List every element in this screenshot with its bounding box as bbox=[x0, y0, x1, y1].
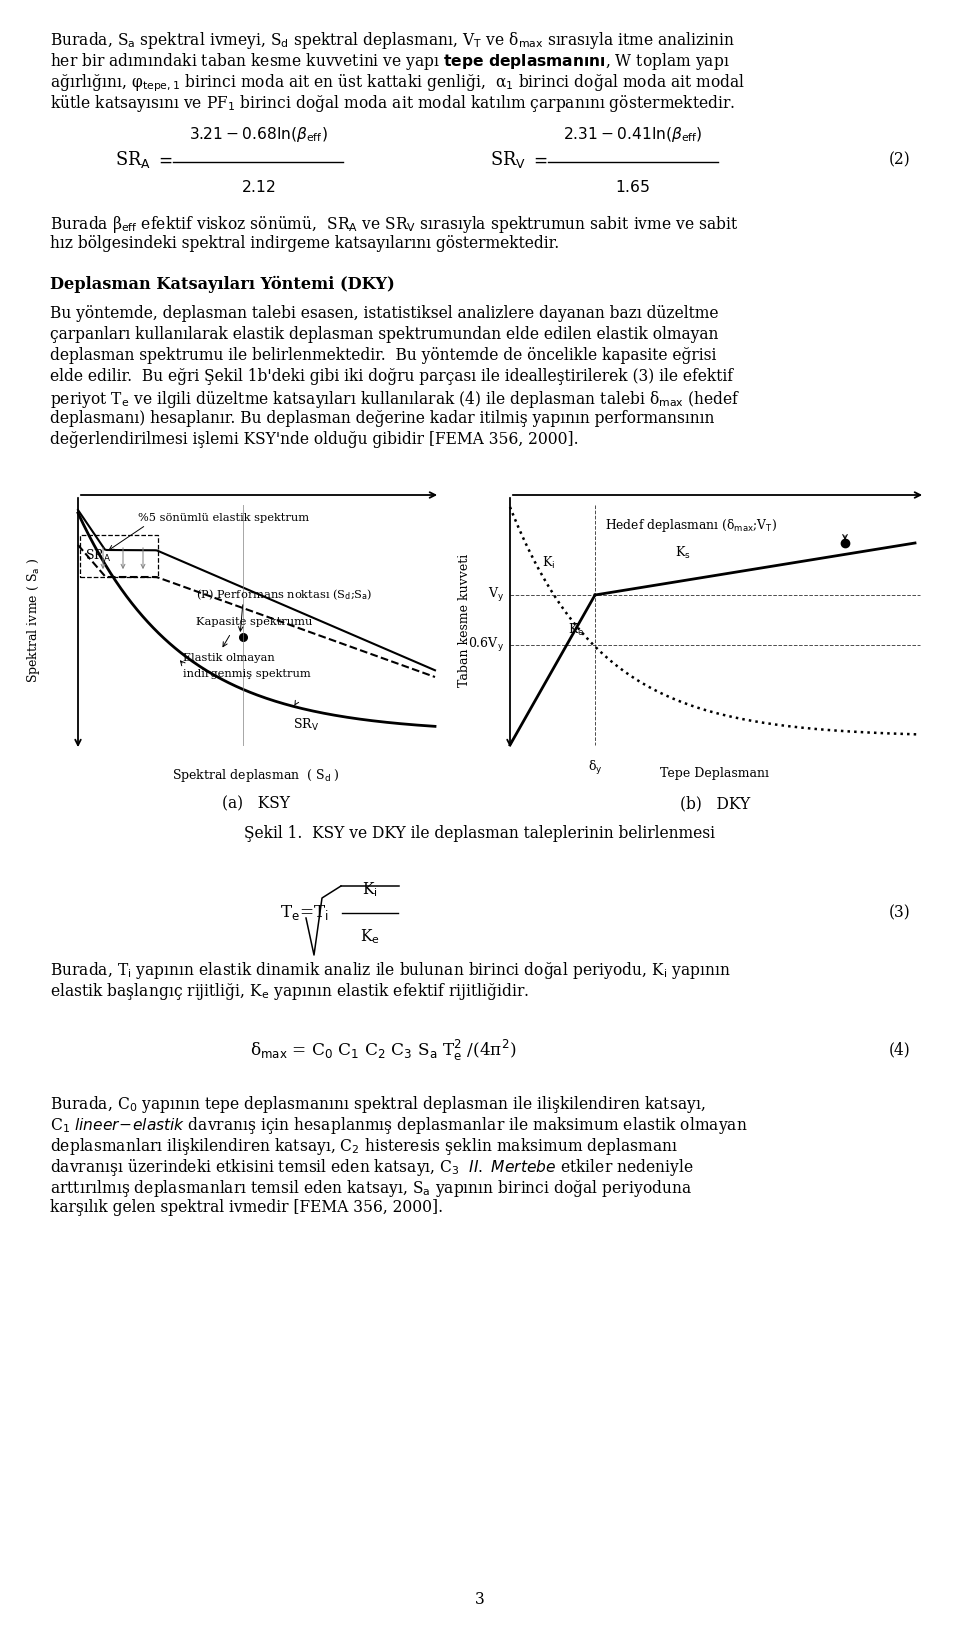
Text: K$_\mathrm{e}$: K$_\mathrm{e}$ bbox=[568, 622, 585, 638]
Text: V$_\mathrm{y}$: V$_\mathrm{y}$ bbox=[488, 586, 504, 604]
Text: $=$: $=$ bbox=[155, 152, 173, 169]
Text: SR$_\mathrm{V}$: SR$_\mathrm{V}$ bbox=[293, 717, 319, 733]
Text: Burada, T$_\mathrm{i}$ yapının elastik dinamik analiz ile bulunan birinci doğal : Burada, T$_\mathrm{i}$ yapının elastik d… bbox=[50, 959, 731, 981]
Text: Burada β$_\mathrm{eff}$ efektif viskoz sönümü,  SR$_\mathrm{A}$ ve SR$_\mathrm{V: Burada β$_\mathrm{eff}$ efektif viskoz s… bbox=[50, 214, 738, 236]
Text: Bu yöntemde, deplasman talebi esasen, istatistiksel analizlere dayanan bazı düze: Bu yöntemde, deplasman talebi esasen, is… bbox=[50, 304, 718, 322]
Text: elastik başlangıç rijitliği, K$_\mathrm{e}$ yapının elastik efektif rijitliğidir: elastik başlangıç rijitliği, K$_\mathrm{… bbox=[50, 981, 529, 1002]
Text: 0.6V$_\mathrm{y}$: 0.6V$_\mathrm{y}$ bbox=[468, 637, 504, 655]
Text: Burada, C$_\mathrm{0}$ yapının tepe deplasmanını spektral deplasman ile ilişkile: Burada, C$_\mathrm{0}$ yapının tepe depl… bbox=[50, 1094, 706, 1115]
Text: T$_\mathrm{e}$=T$_\mathrm{i}$: T$_\mathrm{e}$=T$_\mathrm{i}$ bbox=[280, 904, 329, 923]
Text: SR$_\mathrm{A}$: SR$_\mathrm{A}$ bbox=[115, 149, 151, 170]
Text: periyot T$_\mathrm{e}$ ve ilgili düzeltme katsayıları kullanılarak (4) ile depla: periyot T$_\mathrm{e}$ ve ilgili düzeltm… bbox=[50, 390, 740, 409]
Text: $2.31 - 0.41\ln(\beta_\mathrm{eff})$: $2.31 - 0.41\ln(\beta_\mathrm{eff})$ bbox=[564, 124, 703, 144]
Text: (b)   DKY: (b) DKY bbox=[680, 796, 750, 812]
Text: elde edilir.  Bu eğri Şekil 1b'deki gibi iki doğru parçası ile idealleştirilerek: elde edilir. Bu eğri Şekil 1b'deki gibi … bbox=[50, 368, 733, 385]
Text: K$_\mathrm{i}$: K$_\mathrm{i}$ bbox=[542, 555, 555, 571]
Text: deplasmanı) hesaplanır. Bu deplasman değerine kadar itilmiş yapının performansın: deplasmanı) hesaplanır. Bu deplasman değ… bbox=[50, 409, 714, 427]
Text: Elastik olmayan: Elastik olmayan bbox=[183, 653, 275, 663]
Text: (2): (2) bbox=[888, 152, 910, 169]
Text: $=$: $=$ bbox=[530, 152, 547, 169]
Text: K$_\mathrm{i}$: K$_\mathrm{i}$ bbox=[362, 881, 378, 899]
Text: Şekil 1.  KSY ve DKY ile deplasman taleplerinin belirlenmesi: Şekil 1. KSY ve DKY ile deplasman talepl… bbox=[245, 825, 715, 841]
Text: (4): (4) bbox=[888, 1041, 910, 1059]
Text: çarpanları kullanılarak elastik deplasman spektrumundan elde edilen elastik olma: çarpanları kullanılarak elastik deplasma… bbox=[50, 326, 718, 344]
Text: K$_\mathrm{e}$: K$_\mathrm{e}$ bbox=[360, 927, 380, 946]
Text: kütle katsayısını ve PF$_\mathrm{1}$ birinci doğal moda ait modal katılım çarpan: kütle katsayısını ve PF$_\mathrm{1}$ bir… bbox=[50, 93, 735, 115]
Text: Deplasman Katsayıları Yöntemi (DKY): Deplasman Katsayıları Yöntemi (DKY) bbox=[50, 277, 395, 293]
Bar bbox=[80, 535, 158, 576]
Text: ağırlığını, φ$_\mathrm{tepe,1}$ birinci moda ait en üst kattaki genliği,  α$_\ma: ağırlığını, φ$_\mathrm{tepe,1}$ birinci … bbox=[50, 72, 745, 93]
Text: (P) Performans noktası (S$_\mathrm{d}$;S$_\mathrm{a}$): (P) Performans noktası (S$_\mathrm{d}$;S… bbox=[196, 588, 372, 602]
Text: SR$_\mathrm{V}$: SR$_\mathrm{V}$ bbox=[490, 149, 526, 170]
Text: davranışı üzerindeki etkisini temsil eden katsayı, C$_\mathrm{3}$  $\mathit{II.\: davranışı üzerindeki etkisini temsil ede… bbox=[50, 1157, 694, 1179]
Text: $2.12$: $2.12$ bbox=[241, 178, 276, 196]
Text: deplasman spektrumu ile belirlenmektedir.  Bu yöntemde de öncelikle kapasite eğr: deplasman spektrumu ile belirlenmektedir… bbox=[50, 347, 716, 363]
Text: K$_\mathrm{s}$: K$_\mathrm{s}$ bbox=[675, 545, 690, 561]
Text: $1.65$: $1.65$ bbox=[615, 178, 651, 196]
Text: deplasmanları ilişkilendiren katsayı, C$_\mathrm{2}$ histeresis şeklin maksimum : deplasmanları ilişkilendiren katsayı, C$… bbox=[50, 1136, 679, 1157]
Text: karşılık gelen spektral ivmedir [FEMA 356, 2000].: karşılık gelen spektral ivmedir [FEMA 35… bbox=[50, 1198, 444, 1216]
Text: (a)   KSY: (a) KSY bbox=[222, 796, 290, 812]
Text: arttırılmış deplasmanları temsil eden katsayı, S$_\mathrm{a}$ yapının birinci do: arttırılmış deplasmanları temsil eden ka… bbox=[50, 1179, 692, 1198]
Text: δ$_\mathrm{y}$: δ$_\mathrm{y}$ bbox=[588, 760, 602, 778]
Text: Taban kesme kuvveti: Taban kesme kuvveti bbox=[459, 553, 471, 686]
Text: değerlendirilmesi işlemi KSY'nde olduğu gibidir [FEMA 356, 2000].: değerlendirilmesi işlemi KSY'nde olduğu … bbox=[50, 431, 579, 449]
Text: her bir adımındaki taban kesme kuvvetini ve yapı $\mathbf{tepe\ deplasmanını}$, : her bir adımındaki taban kesme kuvvetini… bbox=[50, 51, 730, 72]
Text: δ$_\mathrm{max}$ = C$_\mathrm{0}$ C$_\mathrm{1}$ C$_\mathrm{2}$ C$_\mathrm{3}$ S: δ$_\mathrm{max}$ = C$_\mathrm{0}$ C$_\ma… bbox=[250, 1038, 516, 1062]
Text: C$_\mathrm{1}$ $\mathit{lineer\!-\!elastik}$ davranış için hesaplanmış deplasman: C$_\mathrm{1}$ $\mathit{lineer\!-\!elast… bbox=[50, 1115, 748, 1136]
Text: Spektral deplasman  ( S$_\mathrm{d}$ ): Spektral deplasman ( S$_\mathrm{d}$ ) bbox=[172, 768, 340, 784]
Text: Hedef deplasmanı (δ$_\mathrm{max}$;V$_\mathrm{T}$): Hedef deplasmanı (δ$_\mathrm{max}$;V$_\m… bbox=[605, 517, 778, 534]
Text: Burada, S$_\mathrm{a}$ spektral ivmeyi, S$_\mathrm{d}$ spektral deplasmanı, V$_\: Burada, S$_\mathrm{a}$ spektral ivmeyi, … bbox=[50, 29, 735, 51]
Text: %5 sönümlü elastik spektrum: %5 sönümlü elastik spektrum bbox=[138, 512, 309, 522]
Text: $3.21 - 0.68\ln(\beta_\mathrm{eff})$: $3.21 - 0.68\ln(\beta_\mathrm{eff})$ bbox=[188, 124, 327, 144]
Text: hız bölgesindeki spektral indirgeme katsayılarını göstermektedir.: hız bölgesindeki spektral indirgeme kats… bbox=[50, 236, 560, 252]
Text: indirgenmiş spektrum: indirgenmiş spektrum bbox=[183, 670, 311, 679]
Text: Spektral ivme ( S$_\mathrm{a}$ ): Spektral ivme ( S$_\mathrm{a}$ ) bbox=[25, 557, 41, 683]
Text: SR$_\mathrm{A}$: SR$_\mathrm{A}$ bbox=[85, 548, 111, 565]
Text: Tepe Deplasmanı: Tepe Deplasmanı bbox=[660, 768, 770, 779]
Text: Kapasite spektrumu: Kapasite spektrumu bbox=[196, 617, 312, 627]
Text: 3: 3 bbox=[475, 1591, 485, 1609]
Text: (3): (3) bbox=[888, 905, 910, 922]
